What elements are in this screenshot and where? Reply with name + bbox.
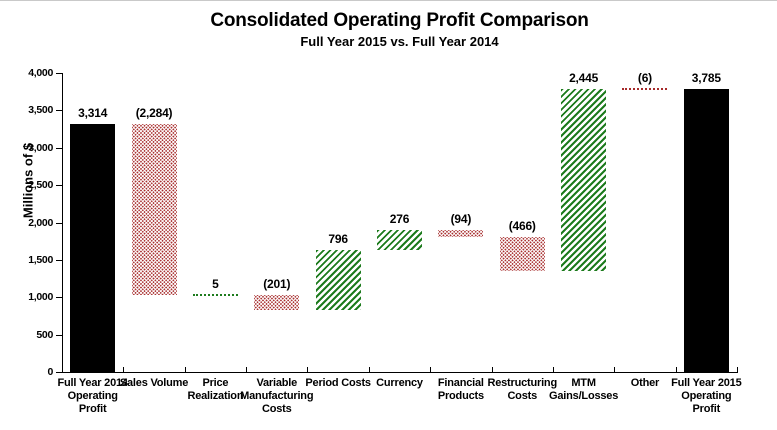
y-axis-tick [56, 372, 62, 373]
waterfall-bar [132, 124, 177, 295]
category-label-line: MTM [571, 377, 596, 389]
y-axis-tick [56, 73, 62, 74]
category-label-line: Variable [256, 377, 298, 389]
x-axis-tick [491, 367, 493, 372]
y-axis-tick [56, 147, 62, 149]
y-tick-label: 1,000 [28, 291, 53, 304]
waterfall-bar [438, 229, 483, 237]
y-tick-label: 2,500 [28, 179, 53, 192]
x-axis-tick [368, 367, 370, 372]
category-label-line: Costs [261, 403, 292, 415]
bar-value-label: (466) [508, 218, 536, 233]
y-axis-tick [56, 259, 62, 261]
bar-value-label: (201) [263, 276, 291, 291]
y-tick-label: 2,000 [28, 216, 53, 229]
category-label-line: Profit [78, 403, 107, 415]
waterfall-bar [316, 250, 361, 310]
waterfall-bar [684, 89, 729, 372]
category-label: Full Year 2015 Operating Profit [658, 377, 754, 416]
bar-value-label: 276 [389, 211, 410, 226]
category-label-line: Operating [681, 390, 732, 402]
category-label-line: Price [202, 377, 229, 389]
x-axis-tick [62, 367, 63, 372]
waterfall-bar [70, 124, 115, 372]
bar-value-label: (6) [637, 70, 652, 85]
bar-value-label: (94) [450, 211, 472, 226]
category-label-line: Period Costs [305, 377, 371, 389]
category-label-line: Products [437, 390, 484, 402]
category-label-line: Profit [692, 403, 721, 415]
bar-value-label: 2,445 [569, 70, 599, 85]
bar-value-label: 796 [328, 232, 348, 247]
y-axis-tick [56, 110, 62, 112]
category-label-line: Full Year 2015 [671, 377, 742, 389]
x-axis-tick [246, 367, 248, 372]
x-axis-tick [307, 367, 309, 372]
category-label-line: Costs [507, 390, 537, 402]
x-axis-tick [123, 367, 125, 372]
plot-area: 3,314 (2,284) 5 (201) 796 276 (94) (466) 2,445 (6… [62, 70, 737, 372]
chart-title: Consolidated Operating Profit Comparison [210, 10, 589, 31]
category-label: Variable Manufacturing Costs [229, 377, 325, 416]
waterfall-bar [377, 229, 422, 251]
category-label: MTM Gains/Losses [536, 377, 632, 403]
y-tick-label: 1,500 [28, 253, 53, 266]
y-tick-label: 500 [36, 328, 53, 341]
category-label: Other [597, 377, 693, 390]
waterfall-bar-tiny [622, 87, 667, 90]
category-label: Price Realization [167, 377, 263, 403]
y-axis-tick [56, 185, 62, 187]
x-axis-tick [675, 367, 677, 372]
category-label-line: Other [630, 377, 660, 389]
chart-subtitle: Full Year 2015 vs. Full Year 2014 [300, 34, 499, 49]
category-label: Restructuring Costs [474, 377, 570, 403]
y-tick-label: 3,000 [28, 141, 53, 154]
waterfall-bar [254, 294, 299, 310]
waterfall-bar-tiny [193, 293, 238, 296]
category-label-line: Restructuring [487, 377, 557, 389]
category-label: Sales Volume [106, 377, 202, 390]
category-label-line: Operating [67, 390, 118, 402]
x-axis-tick [184, 367, 186, 372]
y-axis-tick [56, 297, 62, 299]
x-axis-tick [552, 367, 554, 372]
category-label: Period Costs [290, 377, 386, 390]
x-axis-line [62, 372, 738, 373]
waterfall-bar [561, 88, 606, 272]
y-axis-tick [56, 334, 62, 336]
y-axis-tick [56, 222, 62, 224]
category-label-line: Financial [437, 377, 484, 389]
y-axis-line [62, 73, 63, 373]
y-tick-label: 3,500 [28, 104, 53, 117]
y-tick-label: 0 [47, 366, 53, 378]
bar-value-label: 5 [212, 276, 219, 291]
category-label: Currency [352, 377, 448, 390]
category-label-line: Realization [187, 390, 244, 402]
bar-value-label: 3,314 [78, 106, 108, 121]
waterfall-bar [500, 236, 545, 272]
x-axis-tick [737, 367, 738, 372]
category-label-line: Sales Volume [119, 377, 189, 389]
category-label: Full Year 2014 Operating Profit [45, 377, 141, 416]
bar-value-label: (2,284) [135, 106, 173, 121]
y-tick-label: 4,000 [28, 67, 53, 79]
category-label: Financial Products [413, 377, 509, 403]
category-label-line: Gains/Losses [549, 390, 619, 402]
bar-value-label: 3,785 [691, 71, 721, 86]
x-axis-tick [614, 367, 616, 372]
x-axis-tick [430, 367, 432, 372]
category-label-line: Manufacturing [240, 390, 314, 402]
category-label-line: Currency [376, 377, 423, 389]
category-label-line: Full Year 2014 [57, 377, 128, 389]
